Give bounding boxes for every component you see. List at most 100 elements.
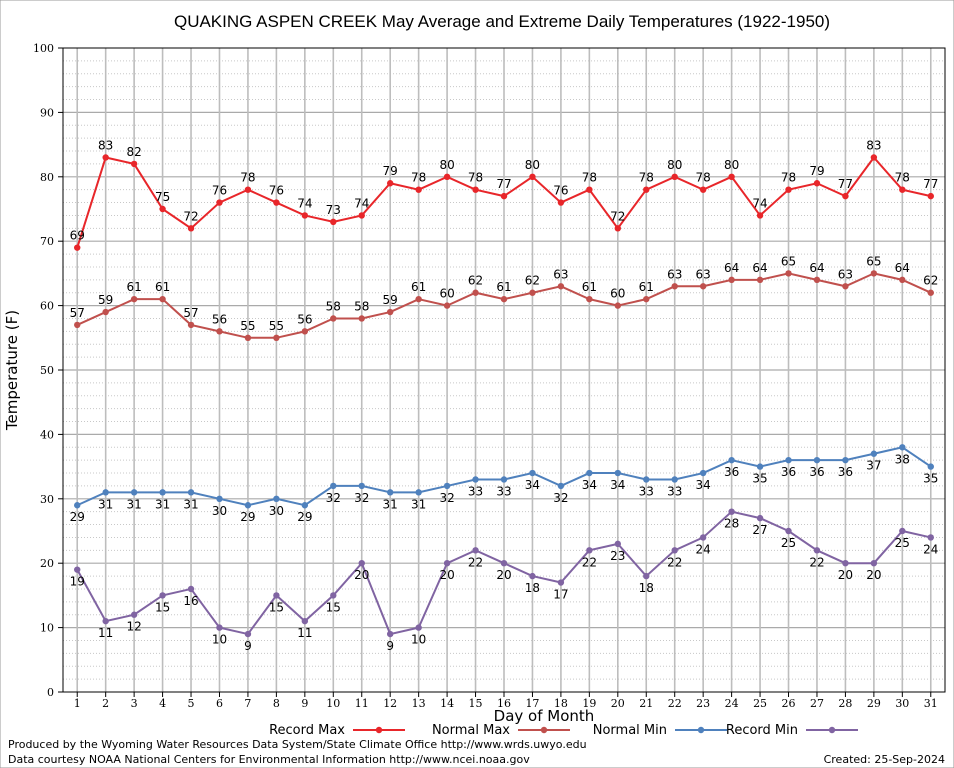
x-tick-label: 15 <box>469 697 483 710</box>
data-label: 61 <box>155 280 170 294</box>
data-label: 28 <box>724 517 739 531</box>
data-label: 11 <box>297 626 312 640</box>
data-point <box>614 540 622 548</box>
data-label: 19 <box>70 575 85 589</box>
data-point <box>102 489 109 496</box>
data-point <box>330 218 337 226</box>
data-point <box>813 547 821 554</box>
data-label: 62 <box>525 274 540 288</box>
data-point <box>443 560 451 567</box>
data-label: 10 <box>411 633 426 647</box>
legend-label: Record Min <box>726 723 798 738</box>
data-point <box>699 283 707 290</box>
x-tick-label: 16 <box>497 697 511 710</box>
data-label: 32 <box>326 491 341 505</box>
data-point <box>443 482 451 490</box>
data-label: 72 <box>183 209 198 223</box>
y-axis-ticks: 0 10 20 30 40 50 60 70 80 90 100 <box>33 42 63 699</box>
data-point <box>557 199 565 206</box>
legend-item: Normal Max <box>432 723 570 738</box>
data-point <box>785 456 792 464</box>
data-point <box>301 328 309 335</box>
data-label: 36 <box>724 465 739 479</box>
data-label: 32 <box>553 491 568 505</box>
data-point <box>301 212 309 219</box>
data-label: 69 <box>70 229 85 243</box>
data-label: 60 <box>439 287 454 301</box>
data-label: 22 <box>468 555 483 569</box>
y-tick-label: 30 <box>40 493 54 506</box>
data-point <box>699 186 707 193</box>
data-point <box>785 527 792 535</box>
data-point <box>899 186 906 193</box>
data-point <box>699 469 707 477</box>
legend: Record Max Normal Max Normal Min Record Min <box>269 723 858 738</box>
data-point <box>216 199 223 206</box>
data-point <box>643 572 650 580</box>
data-label: 34 <box>525 478 540 492</box>
data-point <box>529 469 536 477</box>
data-label: 20 <box>866 568 881 582</box>
data-label: 18 <box>525 581 540 595</box>
data-point <box>443 173 451 180</box>
x-tick-label: 5 <box>188 697 195 710</box>
x-tick-label: 10 <box>326 697 340 710</box>
legend-item: Record Max <box>269 723 405 738</box>
data-label: 72 <box>610 209 625 223</box>
major-gridlines <box>63 48 945 692</box>
data-point <box>813 456 821 464</box>
series-layer: 69 83 82 75 72 76 78 76 74 73 74 79 78 80 78 77 80 76 78 72… <box>70 138 939 653</box>
data-label: 29 <box>70 510 85 524</box>
series-normal-max: 57 59 61 61 57 56 55 55 56 58 58 59 61 60 62 61 62 63 61 60… <box>70 254 938 341</box>
data-label: 78 <box>582 171 597 185</box>
data-label: 34 <box>610 478 625 492</box>
chart-title: QUAKING ASPEN CREEK May Average and Extr… <box>174 12 830 31</box>
data-point <box>130 160 138 168</box>
legend-label: Normal Max <box>432 723 510 738</box>
data-label: 31 <box>98 497 113 511</box>
data-label: 33 <box>639 484 654 498</box>
y-tick-label: 70 <box>40 235 54 248</box>
data-label: 22 <box>582 555 597 569</box>
data-point <box>415 186 422 193</box>
data-label: 78 <box>781 171 796 185</box>
x-tick-label: 9 <box>301 697 308 710</box>
data-label: 9 <box>386 639 394 653</box>
data-label: 36 <box>781 465 796 479</box>
legend-swatch-marker <box>828 726 836 734</box>
data-point <box>386 180 394 187</box>
y-tick-label: 60 <box>40 300 54 313</box>
data-label: 9 <box>244 639 252 653</box>
data-label: 78 <box>468 171 483 185</box>
data-label: 78 <box>240 171 255 185</box>
data-label: 12 <box>126 620 141 634</box>
data-point <box>443 302 451 309</box>
data-label: 15 <box>326 600 341 614</box>
data-point <box>842 192 849 200</box>
data-label: 74 <box>297 196 312 210</box>
data-label: 82 <box>126 145 141 159</box>
data-label: 63 <box>838 267 853 281</box>
data-point <box>671 173 678 180</box>
data-point <box>244 502 252 509</box>
data-point <box>813 180 821 187</box>
x-tick-label: 8 <box>273 697 280 710</box>
data-label: 59 <box>98 293 113 307</box>
series-record-min: 19 11 12 15 16 10 9 15 11 15 20 9 10 20 22 20 18 17 22 23 18… <box>70 508 938 653</box>
data-point <box>728 456 735 464</box>
x-tick-label: 3 <box>131 697 138 710</box>
data-point <box>756 276 764 284</box>
data-label: 38 <box>895 452 910 466</box>
data-label: 75 <box>155 190 170 204</box>
data-label: 83 <box>98 138 113 152</box>
data-label: 62 <box>468 274 483 288</box>
data-label: 29 <box>297 510 312 524</box>
data-point <box>74 566 81 573</box>
x-axis-ticks: 1 2 3 4 5 6 7 8 9 10 11 12 13 14 15 16 17 18 19 20 21 22 23 24 2… <box>74 692 938 710</box>
y-axis-label: Temperature (F) <box>3 310 21 431</box>
data-point <box>756 514 764 522</box>
data-label: 31 <box>183 497 198 511</box>
data-point <box>643 295 650 303</box>
data-label: 31 <box>155 497 170 511</box>
data-point <box>102 154 109 161</box>
